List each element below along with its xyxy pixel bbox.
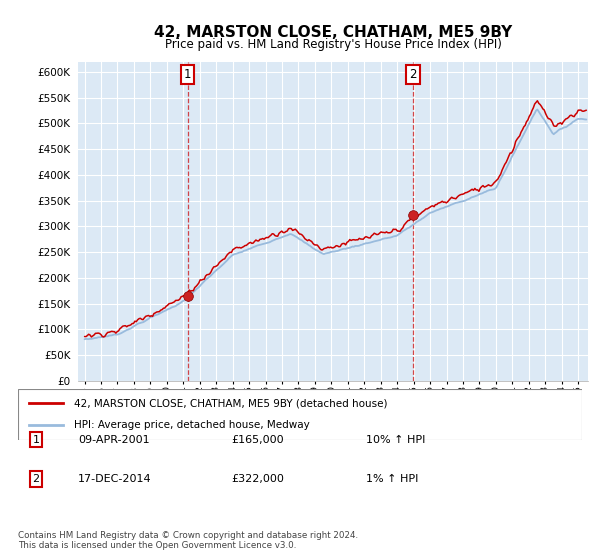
Text: £322,000: £322,000 (231, 474, 284, 484)
Text: 42, MARSTON CLOSE, CHATHAM, ME5 9BY: 42, MARSTON CLOSE, CHATHAM, ME5 9BY (154, 25, 512, 40)
Text: 10% ↑ HPI: 10% ↑ HPI (366, 435, 425, 445)
Text: Contains HM Land Registry data © Crown copyright and database right 2024.
This d: Contains HM Land Registry data © Crown c… (18, 530, 358, 550)
Text: 2: 2 (409, 68, 417, 81)
Text: Price paid vs. HM Land Registry's House Price Index (HPI): Price paid vs. HM Land Registry's House … (164, 38, 502, 51)
Text: 17-DEC-2014: 17-DEC-2014 (78, 474, 152, 484)
Text: 1% ↑ HPI: 1% ↑ HPI (366, 474, 418, 484)
Text: 2: 2 (32, 474, 40, 484)
Text: £165,000: £165,000 (231, 435, 284, 445)
Text: HPI: Average price, detached house, Medway: HPI: Average price, detached house, Medw… (74, 421, 310, 431)
Text: 42, MARSTON CLOSE, CHATHAM, ME5 9BY (detached house): 42, MARSTON CLOSE, CHATHAM, ME5 9BY (det… (74, 398, 388, 408)
Text: 1: 1 (32, 435, 40, 445)
Text: 09-APR-2001: 09-APR-2001 (78, 435, 149, 445)
Text: 1: 1 (184, 68, 191, 81)
